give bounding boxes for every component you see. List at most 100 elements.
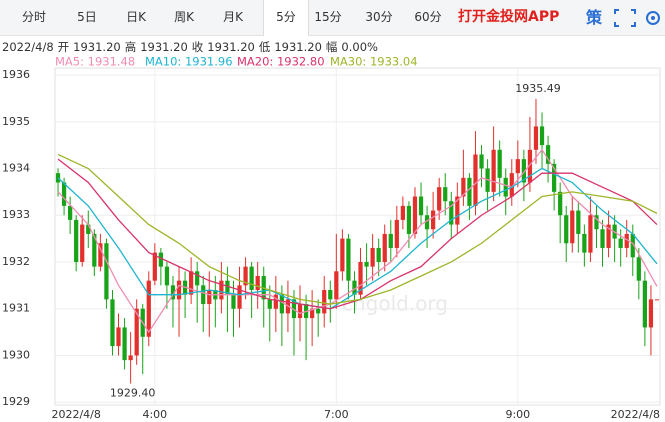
candle-body [443, 187, 448, 202]
candle-body [624, 233, 629, 248]
candle-body [564, 215, 569, 244]
legend-entry: MA5: 1931.48 [55, 55, 135, 69]
candle-body [297, 304, 303, 319]
strategy-button[interactable]: 策 [586, 8, 603, 27]
info-label: 收 [191, 40, 204, 54]
candle-body [545, 145, 551, 164]
candle-body [491, 149, 496, 192]
x-tick-label: 7:00 [324, 408, 349, 421]
candle-body [654, 299, 660, 301]
candle-body [61, 182, 67, 206]
y-tick-label: 1931 [2, 302, 30, 315]
candle-body [134, 308, 139, 356]
candle-body [352, 280, 357, 295]
candle-body [582, 233, 587, 253]
y-tick-label: 1933 [2, 208, 30, 221]
candle-body [461, 177, 466, 197]
candle-body [231, 294, 236, 309]
info-label: 幅 [325, 40, 338, 54]
y-tick-label: 1935 [2, 115, 30, 128]
tab[interactable]: 60分 [414, 10, 442, 24]
candle-body [552, 163, 557, 192]
tab[interactable]: 5分 [263, 0, 309, 36]
candle-body [376, 247, 381, 262]
candle-body [334, 271, 339, 300]
candle-body [92, 233, 97, 267]
candle-body [98, 243, 103, 267]
x-tick-label: 2022/4/8 [611, 408, 660, 421]
candle-body [533, 126, 539, 150]
info-value: 1931.20 [140, 40, 188, 54]
candle-body [630, 233, 635, 258]
candle-body [328, 290, 333, 300]
candle-body [152, 252, 157, 281]
y-tick-label: 1930 [2, 348, 30, 361]
info-line: 2022/4/8 开 1931.20 高 1931.20 收 1931.20 低 1931.20… [2, 39, 382, 55]
tab[interactable]: 30分 [365, 10, 393, 24]
info-label: 开 [57, 40, 70, 54]
candle-body [340, 238, 345, 272]
tab[interactable]: 周K [174, 10, 194, 24]
candle-body [424, 215, 430, 230]
ma-line [57, 148, 658, 334]
candle-body [412, 196, 418, 234]
candle-body [497, 149, 502, 178]
legend-entry: MA20: 1932.80 [237, 55, 325, 69]
candle-body [527, 149, 533, 183]
tab[interactable]: 日K [126, 10, 146, 24]
candle-body [86, 224, 91, 234]
candle-body [237, 285, 242, 309]
candle-body [74, 219, 79, 262]
candle-body [207, 290, 212, 305]
candle-body [606, 224, 611, 248]
candle-body [431, 210, 436, 230]
toolbar-icons [614, 9, 660, 27]
candle-body [310, 308, 315, 319]
candle-body [176, 280, 182, 300]
candle-body [588, 215, 593, 253]
tab[interactable]: 15分 [314, 10, 342, 24]
candle-body [219, 280, 224, 300]
candle-body [273, 294, 278, 309]
candle-body [189, 271, 194, 295]
info-label: 高 [124, 40, 137, 54]
info-value: 0.00% [341, 40, 378, 54]
settings-icon-dot [651, 16, 655, 20]
candle-body [618, 238, 623, 248]
candle-body [503, 177, 508, 197]
candle-body [195, 271, 200, 286]
candle-body [243, 266, 248, 286]
candle-body [249, 266, 254, 291]
ma-line [57, 153, 658, 305]
fullscreen-icon[interactable] [614, 9, 636, 27]
candle-body [370, 247, 375, 267]
tab[interactable]: 5日 [77, 10, 97, 24]
candle-body [479, 154, 484, 169]
info-value: 1931.20 [73, 40, 121, 54]
candle-body [570, 210, 575, 244]
candle-body [600, 229, 605, 248]
x-tick-label: 2022/4/8 [51, 408, 100, 421]
candle-body [455, 196, 460, 225]
legend-entry: MA10: 1931.96 [145, 55, 233, 69]
candle-body [521, 159, 526, 183]
candle-body [291, 299, 297, 319]
candle-body [158, 252, 163, 267]
tab[interactable]: 分时 [21, 10, 46, 24]
candle-body [322, 290, 327, 314]
settings-icon[interactable] [646, 11, 660, 25]
candle-body [400, 205, 405, 220]
tab[interactable]: 月K [223, 10, 243, 24]
annotation: 1929.40 [110, 386, 156, 399]
legend-entry: MA30: 1933.04 [330, 55, 418, 69]
candle-body [255, 275, 260, 291]
candle-body [225, 280, 230, 295]
y-tick-label: 1932 [2, 255, 30, 268]
candle-body [201, 285, 206, 305]
candle-body [539, 126, 545, 146]
candle-body [394, 219, 399, 248]
app-link[interactable]: 打开金投网APP [458, 9, 560, 25]
watermark: cngold.org [342, 292, 448, 316]
